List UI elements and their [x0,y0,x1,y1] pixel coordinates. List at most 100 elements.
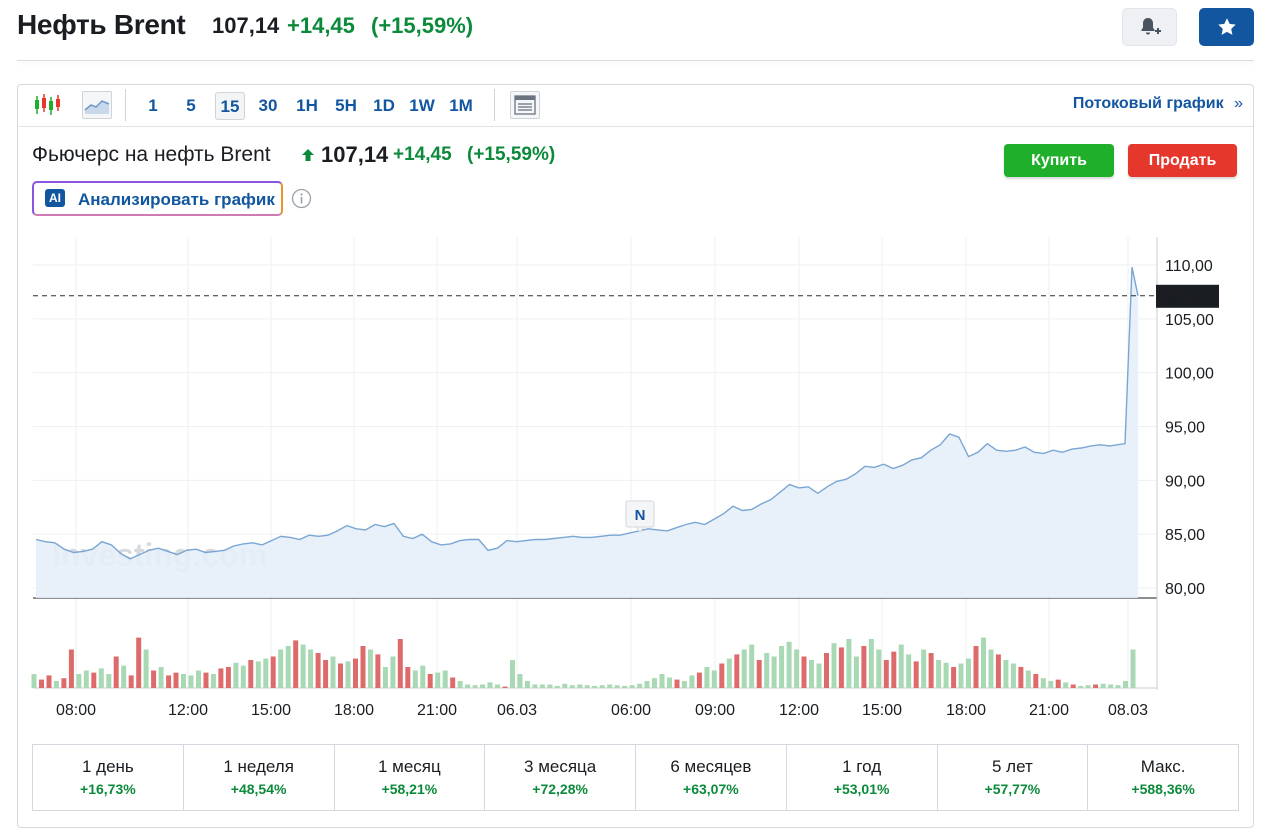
x-tick-label: 15:00 [251,702,291,719]
x-tick-label: 08.03 [1108,702,1148,719]
period-1w[interactable]: 1 неделя +48,54% [184,745,335,810]
volume-bar [831,643,837,688]
period-label: Макс. [1140,757,1186,776]
period-1d[interactable]: 1 день +16,73% [33,745,184,810]
interval-15[interactable]: 15 [215,92,245,120]
period-1m[interactable]: 1 месяц +58,21% [335,745,486,810]
volume-bar [719,663,725,688]
period-6m[interactable]: 6 месяцев +63,07% [636,745,787,810]
volume-bar [397,639,403,688]
volume-bar [876,649,882,688]
add-alert-button[interactable] [1122,8,1177,46]
volume-bar [681,681,687,688]
interval-1m[interactable]: 1M [449,96,473,115]
volume-bar [390,656,396,688]
info-icon[interactable] [291,188,312,209]
volume-bar [622,685,628,688]
bell-plus-icon [1140,18,1161,35]
volume-bar [225,667,231,688]
period-label: 6 месяцев [670,757,752,776]
volume-bar [293,640,299,688]
volume-bar [853,656,859,688]
layout-icon[interactable] [510,91,540,119]
volume-bar [891,651,897,688]
chart-toolbar: 1 5 15 30 1H 5H 1D 1W 1M Потоковый графи… [18,85,1253,127]
volume-bar [46,675,52,688]
volume-bar [943,662,949,688]
streaming-chart-link[interactable]: Потоковый график » [1073,95,1243,113]
period-value: +588,36% [1131,781,1195,797]
volume-bar [1070,684,1076,688]
volume-bar [921,649,927,688]
last-price-tag: 107,14 [1156,284,1219,308]
volume-bar [128,675,134,688]
area-chart-type-icon[interactable] [82,91,112,119]
candlestick-chart-type-icon[interactable] [32,91,62,119]
volume-bar [1063,682,1069,688]
price-area [36,267,1138,598]
volume-bar [151,670,157,688]
period-label: 1 месяц [377,757,441,776]
volume-bar [652,678,657,688]
volume-bar [53,681,59,688]
volume-bar [592,685,598,688]
volume-bar [181,674,186,688]
volume-bar [883,660,889,688]
volume-bar [786,641,792,688]
header-price: 107,14 [212,13,280,38]
period-5y[interactable]: 5 лет +57,77% [938,745,1089,810]
volume-bar [203,672,209,688]
volume-bar [375,654,381,688]
volume-bar [569,685,575,688]
volume-bar [510,660,515,688]
analyze-chart-button[interactable]: AI Анализировать график [32,181,283,216]
volume-bar [704,667,710,688]
interval-5[interactable]: 5 [186,96,196,115]
volume-bar [532,684,538,688]
interval-1d[interactable]: 1D [373,96,395,115]
interval-1w[interactable]: 1W [409,96,435,115]
volume-bar [405,667,411,688]
add-to-watchlist-button[interactable] [1199,8,1254,46]
chevron-right-icon: » [1234,95,1243,112]
period-3m[interactable]: 3 месяца +72,28% [485,745,636,810]
volume-bar [898,644,904,688]
y-tick-label: 85,00 [1165,527,1205,544]
buy-button[interactable]: Купить [1004,144,1114,177]
volume-bar [502,686,508,688]
interval-1h[interactable]: 1H [296,96,318,115]
volume-bar [995,654,1001,688]
event-marker-label: N [635,507,646,524]
period-label: 1 день [81,757,134,776]
interval-1[interactable]: 1 [148,96,158,115]
interval-30[interactable]: 30 [258,96,278,115]
volume-bar [1108,684,1114,688]
volume-bar [308,649,314,688]
period-max[interactable]: Макс. +588,36% [1088,745,1238,810]
volume-bar [614,685,620,688]
period-value: +48,54% [230,781,287,797]
volume-bar [450,677,456,688]
period-1y[interactable]: 1 год +53,01% [787,745,938,810]
interval-5h[interactable]: 5H [335,96,357,115]
y-tick-label: 90,00 [1165,473,1205,490]
volume-bar [1003,660,1009,688]
period-value: +58,21% [381,781,438,797]
last-price-tag-label: 107,14 [1164,289,1213,306]
sell-button[interactable]: Продать [1128,144,1237,177]
volume-bar [382,667,388,688]
volume-bar [480,684,486,688]
volume-bar [427,674,433,688]
volume-bar [861,646,867,688]
volume-bar [726,658,732,688]
last-price-tag-bg [1156,284,1219,308]
volume-bar [420,665,426,688]
toolbar-separator [125,89,126,121]
volume-bar [31,674,37,688]
volume-bar [1093,684,1099,688]
event-marker[interactable]: N [625,500,655,533]
x-tick-label: 09:00 [695,702,735,719]
x-tick-label: 12:00 [779,702,819,719]
volume-bar [637,683,643,688]
